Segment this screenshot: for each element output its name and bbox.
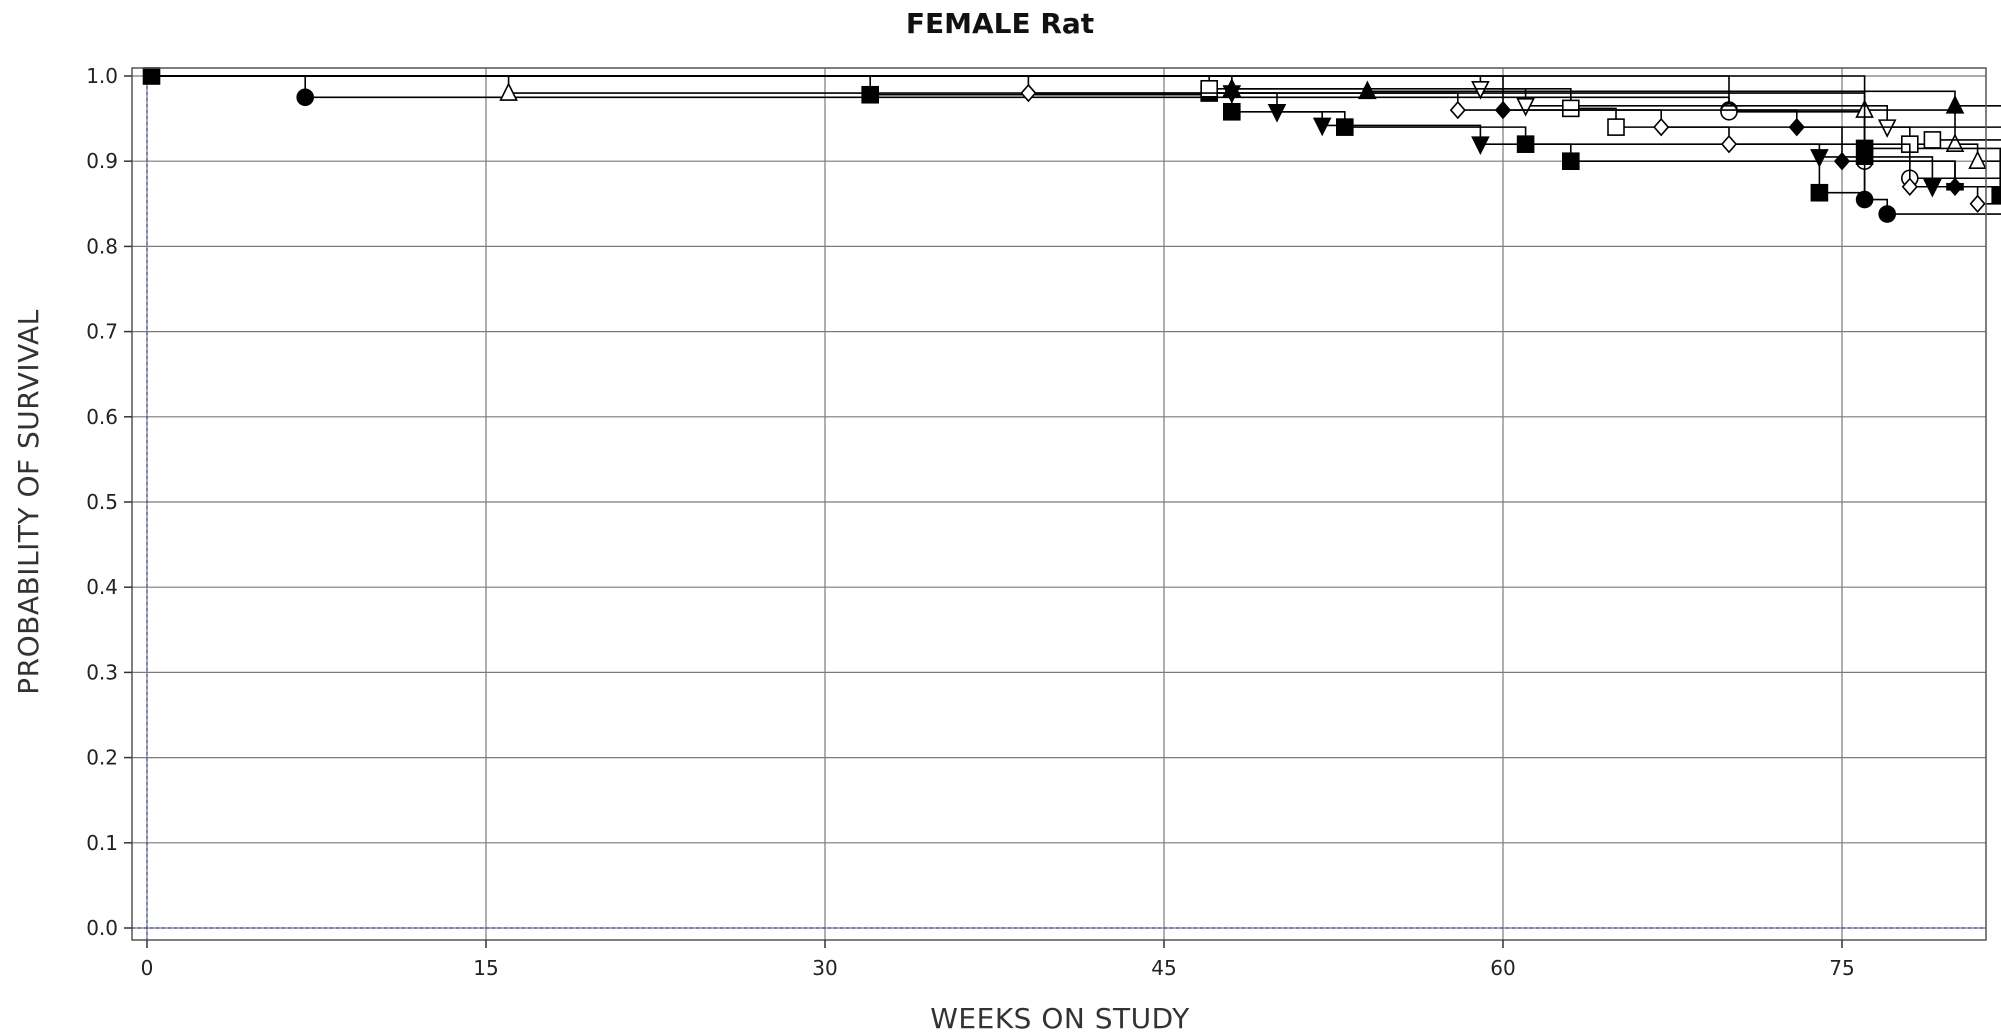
y-tick-label: 0.6: [86, 405, 118, 429]
data-point: [1449, 100, 1466, 120]
data-point: [1855, 190, 1874, 209]
data-point: [1607, 118, 1625, 136]
chart-title: FEMALE Rat: [906, 7, 1094, 40]
data-point: [861, 85, 880, 104]
survival-step-line: [147, 75, 2001, 128]
survival-step-line: [147, 75, 2001, 188]
survival-step-line: [147, 75, 2001, 145]
data-point: [1267, 103, 1287, 123]
x-axis-title: WEEKS ON STUDY: [930, 1002, 1190, 1034]
data-point: [1945, 133, 1965, 152]
data-point: [1020, 83, 1037, 103]
x-tick-label: 15: [473, 956, 498, 980]
series-square-open: [147, 75, 2001, 153]
data-point: [1562, 99, 1580, 118]
data-point: [499, 82, 518, 101]
y-tick-label: 0.5: [86, 490, 118, 514]
data-point: [1788, 117, 1805, 137]
y-tick-label: 0.8: [86, 234, 118, 258]
survival-step-line: [147, 75, 2001, 180]
data-point: [1223, 102, 1241, 121]
survival-step-line: [147, 75, 2001, 205]
series-circle-filled: [147, 75, 2001, 223]
series-triangle-down-open: [147, 75, 2001, 138]
plot-border: [131, 67, 1987, 941]
grid: [132, 68, 1986, 940]
data-point: [1471, 80, 1490, 100]
plot-frame: [131, 67, 1987, 941]
x-tick-label: 75: [1829, 956, 1854, 980]
y-tick-label: 0.9: [86, 149, 118, 173]
data-point: [1877, 119, 1897, 138]
data-point: [1810, 183, 1829, 202]
data-point: [1562, 152, 1580, 170]
data-point: [1720, 102, 1738, 121]
data-point: [1878, 205, 1896, 223]
data-point: [1855, 157, 1874, 165]
series-triangle-down-filled: [147, 75, 2001, 198]
reference-lines: [132, 68, 1986, 940]
data-point: [296, 88, 315, 107]
survival-step-line: [147, 75, 2001, 107]
data-point: [1516, 98, 1535, 117]
survival-step-line: [147, 75, 2001, 188]
series-triangle-up-open: [147, 75, 2001, 169]
data-point: [1969, 194, 1986, 214]
x-tick-label: 60: [1490, 956, 1515, 980]
data-point: [1923, 178, 1942, 198]
y-tick-label: 0.3: [86, 660, 118, 684]
data-point: [1471, 136, 1490, 155]
y-tick-label: 0.0: [86, 916, 118, 940]
survival-step-line: [147, 75, 2001, 188]
y-tick-label: 0.4: [86, 575, 118, 599]
data-point: [1200, 79, 1218, 98]
data-point: [1833, 151, 1851, 171]
data-point: [1358, 80, 1377, 100]
series-diamond-filled: [147, 75, 2001, 196]
series-group: [142, 67, 2001, 223]
data-point: [1810, 149, 1829, 168]
data-point: [1312, 117, 1332, 137]
y-tick-label: 0.7: [86, 320, 118, 344]
data-point: [1653, 117, 1670, 137]
data-point: [1923, 131, 1942, 149]
data-point: [1968, 150, 1987, 169]
y-axis-title: PROBABILITY OF SURVIVAL: [12, 309, 45, 694]
y-tick-label: 0.2: [86, 746, 118, 770]
data-point: [1516, 135, 1535, 153]
data-point: [1901, 177, 1918, 196]
series-circle-open: [147, 75, 2001, 188]
x-tick-label: 45: [1151, 956, 1176, 980]
y-tick-label: 1.0: [86, 64, 118, 88]
data-point: [1720, 134, 1738, 154]
x-tick-label: 30: [812, 956, 837, 980]
series-diamond-open: [147, 75, 2001, 214]
data-point: [1991, 186, 2001, 205]
data-point: [1336, 118, 1354, 136]
x-tick-label: 0: [141, 956, 154, 980]
survival-step-line: [147, 75, 2001, 162]
data-point: [1946, 182, 1964, 191]
series-triangle-up-filled: [147, 75, 2001, 114]
tick-labels: 01530456075901051200.00.10.20.30.40.50.6…: [86, 64, 1855, 980]
series-dash-filled: [147, 75, 2001, 191]
data-point: [142, 67, 161, 85]
y-tick-label: 0.1: [86, 831, 118, 855]
survival-step-line: [147, 75, 2001, 197]
